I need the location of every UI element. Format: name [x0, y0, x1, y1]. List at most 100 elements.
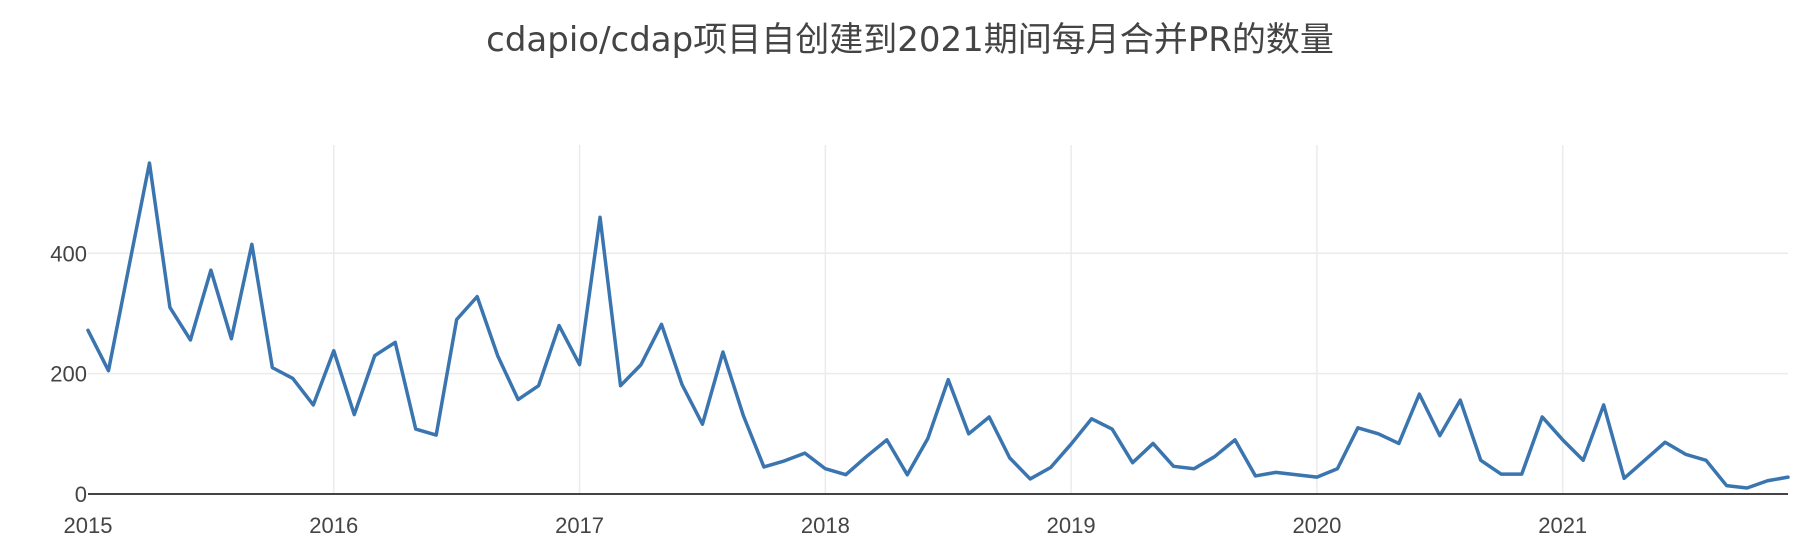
data-point[interactable] [1702, 456, 1710, 464]
data-point[interactable] [1333, 465, 1341, 473]
data-point[interactable] [166, 303, 174, 311]
data-point[interactable] [289, 374, 297, 382]
data-point[interactable] [84, 326, 92, 334]
data-point[interactable] [801, 449, 809, 457]
data-point[interactable] [268, 364, 276, 372]
data-point[interactable] [924, 435, 932, 443]
data-point[interactable] [125, 263, 133, 271]
data-point[interactable] [391, 338, 399, 346]
data-point[interactable] [1395, 439, 1403, 447]
data-point[interactable] [862, 453, 870, 461]
x-tick-label: 2017 [555, 513, 604, 538]
data-point[interactable] [657, 320, 665, 328]
data-point[interactable] [1641, 456, 1649, 464]
data-point[interactable] [1579, 456, 1587, 464]
data-point[interactable] [617, 382, 625, 390]
x-tick-label: 2018 [801, 513, 850, 538]
data-point[interactable] [1477, 456, 1485, 464]
data-point[interactable] [1190, 465, 1198, 473]
data-point[interactable] [1661, 438, 1669, 446]
data-point[interactable] [719, 348, 727, 356]
grid-lines [88, 145, 1788, 494]
data-point[interactable] [1354, 424, 1362, 432]
data-point[interactable] [555, 322, 563, 330]
data-point[interactable] [1067, 440, 1075, 448]
data-point[interactable] [1313, 473, 1321, 481]
data-point[interactable] [514, 396, 522, 404]
data-point[interactable] [985, 413, 993, 421]
data-point[interactable] [903, 471, 911, 479]
data-point[interactable] [821, 465, 829, 473]
data-point[interactable] [1497, 470, 1505, 478]
x-tick-label: 2015 [64, 513, 113, 538]
data-point[interactable] [535, 382, 543, 390]
data-point[interactable] [494, 352, 502, 360]
data-point[interactable] [1682, 450, 1690, 458]
data-point[interactable] [1784, 473, 1792, 481]
data-point[interactable] [248, 240, 256, 248]
x-tick-label: 2020 [1292, 513, 1341, 538]
data-point[interactable] [944, 376, 952, 384]
data-point[interactable] [1538, 413, 1546, 421]
data-point[interactable] [432, 431, 440, 439]
data-point[interactable] [473, 293, 481, 301]
data-point[interactable] [1231, 436, 1239, 444]
data-point[interactable] [576, 361, 584, 369]
data-point[interactable] [1600, 401, 1608, 409]
data-point[interactable] [1006, 454, 1014, 462]
x-tick-label: 2019 [1047, 513, 1096, 538]
data-point[interactable] [1251, 472, 1259, 480]
data-point[interactable] [596, 213, 604, 221]
data-point[interactable] [842, 471, 850, 479]
data-point[interactable] [739, 412, 747, 420]
y-tick-label: 0 [75, 482, 87, 507]
data-point[interactable] [1436, 432, 1444, 440]
data-point[interactable] [1149, 439, 1157, 447]
data-point[interactable] [1620, 474, 1628, 482]
y-tick-label: 200 [50, 362, 87, 387]
data-point[interactable] [1292, 471, 1300, 479]
data-point[interactable] [1047, 464, 1055, 472]
data-point[interactable] [186, 336, 194, 344]
data-point[interactable] [371, 352, 379, 360]
data-point[interactable] [227, 335, 235, 343]
data-point[interactable] [453, 316, 461, 324]
data-point[interactable] [1415, 390, 1423, 398]
data-point[interactable] [1764, 477, 1772, 485]
data-point[interactable] [104, 367, 112, 375]
data-point[interactable] [637, 361, 645, 369]
data-point[interactable] [1559, 436, 1567, 444]
data-point[interactable] [678, 380, 686, 388]
data-point[interactable] [412, 425, 420, 433]
series-layer [84, 159, 1792, 492]
data-point[interactable] [309, 401, 317, 409]
data-point[interactable] [698, 420, 706, 428]
data-point[interactable] [1743, 484, 1751, 492]
data-point[interactable] [760, 463, 768, 471]
data-point[interactable] [1088, 415, 1096, 423]
data-point[interactable] [1026, 475, 1034, 483]
data-point[interactable] [883, 436, 891, 444]
data-point[interactable] [1129, 459, 1137, 467]
data-point[interactable] [1374, 430, 1382, 438]
data-point[interactable] [780, 457, 788, 465]
data-point[interactable] [1170, 462, 1178, 470]
y-tick-label: 400 [50, 241, 87, 266]
data-point[interactable] [1518, 470, 1526, 478]
data-point[interactable] [1272, 468, 1280, 476]
x-tick-label: 2021 [1538, 513, 1587, 538]
data-point[interactable] [207, 266, 215, 274]
data-point[interactable] [1108, 425, 1116, 433]
data-point[interactable] [965, 430, 973, 438]
chart-title: cdapio/cdap项目自创建到2021期间每月合并PR的数量 [486, 20, 1334, 60]
data-point[interactable] [145, 159, 153, 167]
x-tick-label: 2016 [309, 513, 358, 538]
data-point[interactable] [1456, 396, 1464, 404]
series-line [86, 161, 1790, 490]
tick-labels: 2015 2016 2017 2018 2019 2020 2021 0 200 400 [50, 241, 1587, 538]
data-point[interactable] [330, 347, 338, 355]
data-point[interactable] [1211, 453, 1219, 461]
data-point[interactable] [350, 411, 358, 419]
data-point[interactable] [1723, 482, 1731, 490]
